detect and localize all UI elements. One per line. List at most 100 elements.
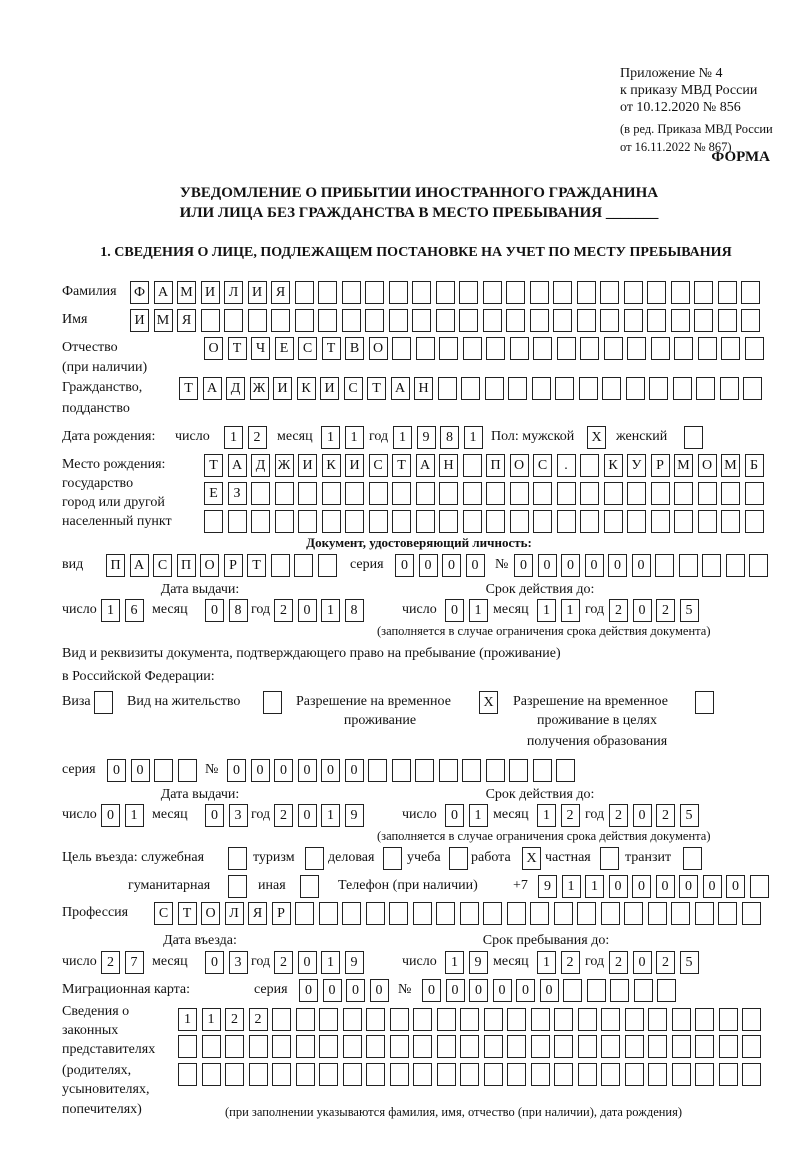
char-cell[interactable]	[743, 377, 762, 400]
char-cell[interactable]	[485, 759, 505, 782]
char-cell[interactable]	[294, 309, 314, 332]
char-cell[interactable]	[438, 759, 458, 782]
char-cell[interactable]	[341, 281, 361, 304]
char-cell[interactable]	[603, 337, 623, 360]
char-cell[interactable]	[482, 281, 502, 304]
char-cell[interactable]: Ч	[251, 337, 270, 360]
char-cell[interactable]	[556, 337, 576, 360]
char-cell[interactable]: Н	[414, 377, 433, 400]
char-cell[interactable]	[342, 1008, 362, 1031]
char-cell[interactable]	[509, 482, 529, 505]
char-cell[interactable]	[657, 979, 676, 1002]
char-cell[interactable]	[578, 377, 598, 400]
char-cell[interactable]	[744, 337, 764, 360]
char-cell[interactable]	[625, 377, 645, 400]
char-cell[interactable]: 2	[609, 599, 628, 622]
char-cell[interactable]: 1	[201, 1008, 221, 1031]
char-cell[interactable]	[697, 337, 717, 360]
char-cell[interactable]	[556, 482, 576, 505]
char-cell[interactable]	[694, 281, 713, 304]
char-cell[interactable]	[298, 510, 317, 533]
char-cell[interactable]	[674, 510, 693, 533]
char-cell[interactable]: О	[509, 454, 529, 477]
char-cell[interactable]: А	[415, 454, 435, 477]
char-cell[interactable]: 0	[297, 951, 317, 974]
char-cell[interactable]	[178, 1035, 197, 1058]
char-cell[interactable]	[553, 309, 572, 332]
char-cell[interactable]	[610, 979, 629, 1002]
char-cell[interactable]	[648, 1035, 667, 1058]
char-cell[interactable]: 0	[632, 875, 651, 898]
char-cell[interactable]: 0	[101, 804, 120, 827]
char-cell[interactable]	[624, 1035, 644, 1058]
char-cell[interactable]	[272, 1035, 291, 1058]
char-cell[interactable]: А	[202, 377, 222, 400]
char-cell[interactable]: 1	[344, 426, 364, 449]
char-cell[interactable]	[412, 309, 431, 332]
char-cell[interactable]	[459, 902, 479, 925]
char-cell[interactable]: К	[321, 454, 341, 477]
char-cell[interactable]: 0	[297, 759, 317, 782]
char-cell[interactable]: 2	[274, 599, 293, 622]
char-cell[interactable]: 0	[297, 599, 317, 622]
char-cell[interactable]	[684, 426, 703, 449]
char-cell[interactable]	[318, 281, 337, 304]
char-cell[interactable]: Т	[367, 377, 386, 400]
char-cell[interactable]: 5	[679, 804, 699, 827]
char-cell[interactable]: 1	[537, 804, 556, 827]
char-cell[interactable]	[247, 309, 267, 332]
char-cell[interactable]	[461, 377, 480, 400]
char-cell[interactable]	[749, 875, 769, 898]
char-cell[interactable]	[294, 554, 313, 577]
char-cell[interactable]	[294, 281, 314, 304]
char-cell[interactable]: Ж	[249, 377, 269, 400]
char-cell[interactable]	[529, 281, 549, 304]
char-cell[interactable]	[533, 510, 552, 533]
char-cell[interactable]: Я	[271, 281, 290, 304]
char-cell[interactable]: X	[479, 691, 498, 714]
char-cell[interactable]	[389, 1035, 409, 1058]
char-cell[interactable]: 0	[492, 979, 512, 1002]
char-cell[interactable]: 2	[247, 426, 267, 449]
purpose-official-checkbox[interactable]	[228, 847, 252, 870]
char-cell[interactable]: Т	[247, 554, 266, 577]
char-cell[interactable]	[509, 510, 529, 533]
representatives-line-3[interactable]	[178, 1063, 766, 1086]
char-cell[interactable]	[486, 337, 505, 360]
char-cell[interactable]: С	[368, 454, 388, 477]
char-cell[interactable]	[508, 377, 527, 400]
char-cell[interactable]	[318, 309, 337, 332]
char-cell[interactable]	[624, 1063, 644, 1086]
char-cell[interactable]	[647, 309, 666, 332]
char-cell[interactable]: 0	[655, 875, 675, 898]
char-cell[interactable]: 9	[416, 426, 436, 449]
char-cell[interactable]: И	[200, 281, 220, 304]
char-cell[interactable]: 0	[445, 979, 465, 1002]
char-cell[interactable]	[413, 1063, 432, 1086]
char-cell[interactable]	[94, 691, 113, 714]
char-cell[interactable]	[413, 1035, 432, 1058]
char-cell[interactable]: 2	[656, 599, 675, 622]
char-cell[interactable]	[366, 1063, 385, 1086]
char-cell[interactable]	[586, 979, 606, 1002]
char-cell[interactable]	[742, 1063, 761, 1086]
char-cell[interactable]	[509, 759, 528, 782]
char-cell[interactable]	[627, 510, 646, 533]
char-cell[interactable]	[674, 482, 693, 505]
char-cell[interactable]	[342, 902, 361, 925]
char-cell[interactable]	[627, 337, 646, 360]
char-cell[interactable]: 2	[274, 804, 293, 827]
char-cell[interactable]: Ж	[274, 454, 294, 477]
char-cell[interactable]: 9	[344, 951, 364, 974]
char-cell[interactable]: И	[247, 281, 267, 304]
char-cell[interactable]: 0	[321, 759, 340, 782]
char-cell[interactable]: Е	[274, 337, 294, 360]
